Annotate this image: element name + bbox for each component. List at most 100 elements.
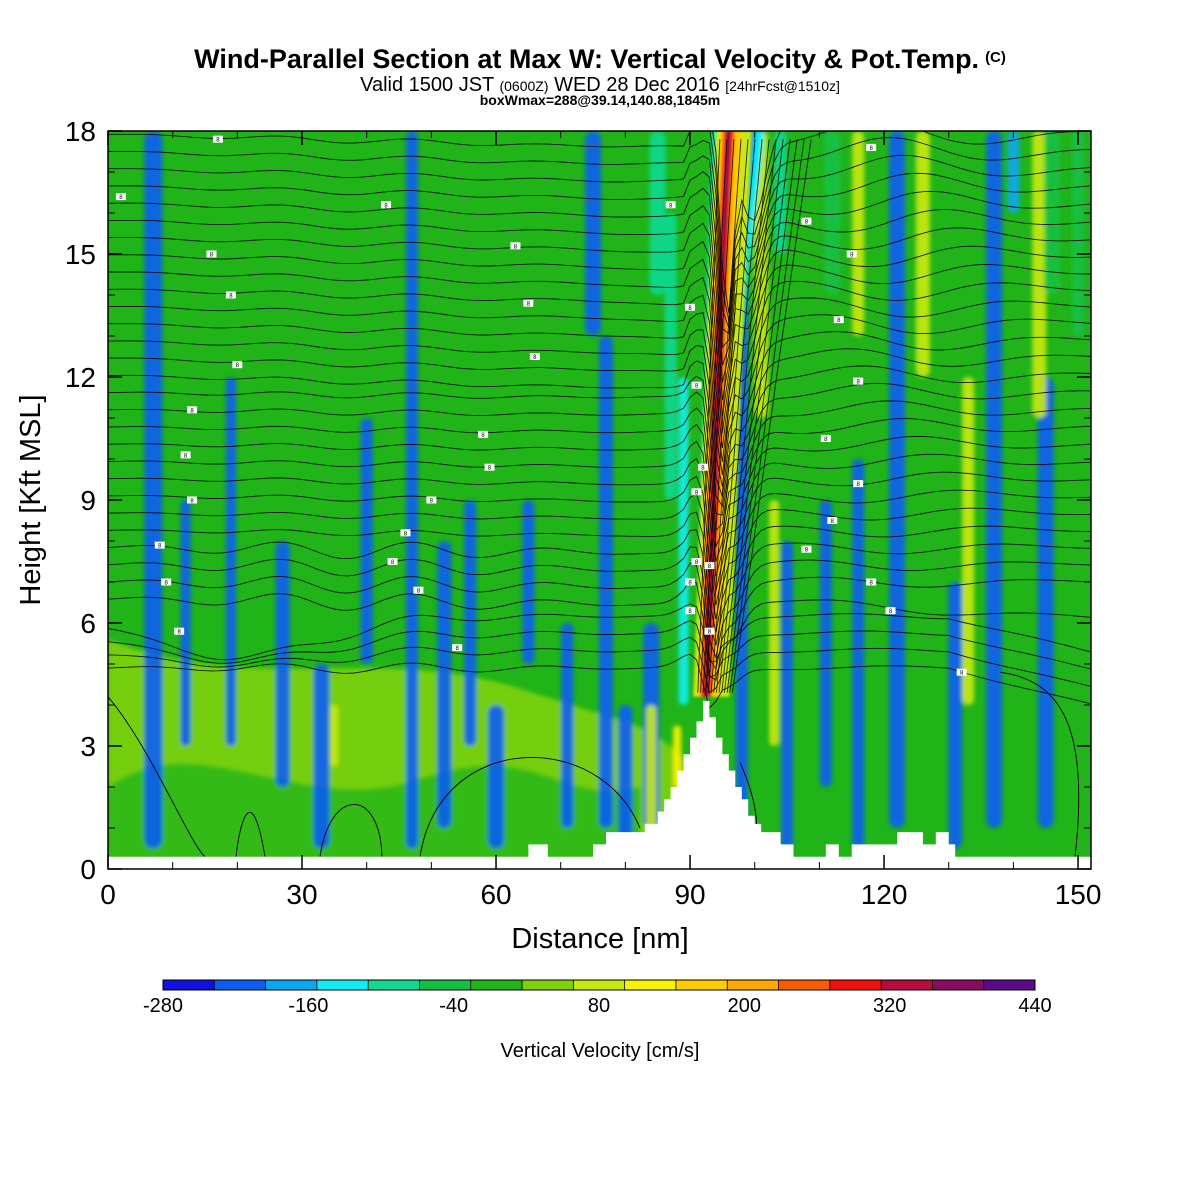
isentrope (108, 493, 1091, 620)
forecast-info: [24hrFcst@1510z] (725, 78, 840, 94)
steep-isentrope (731, 139, 812, 693)
field-streak (405, 131, 418, 849)
contour-label-box (866, 578, 877, 586)
contour-label: 8 (514, 244, 518, 250)
contour-label: 8 (708, 564, 712, 570)
steep-isentrope (713, 139, 763, 693)
contour-label: 8 (391, 560, 395, 566)
y-tick-label: 0 (80, 854, 96, 885)
contour-label-box (801, 217, 812, 225)
contour-label-box (704, 562, 715, 570)
isentrope (108, 294, 1091, 463)
colorbar-swatch (163, 980, 215, 990)
y-tick-label: 3 (80, 731, 96, 762)
contour-label: 8 (701, 466, 705, 472)
field-streak (664, 213, 677, 500)
isentrope (108, 154, 1091, 335)
steep-isentrope (702, 139, 735, 693)
contour-label: 8 (688, 581, 692, 587)
colorbar-frame (162, 979, 1036, 991)
field-streak (948, 582, 963, 849)
contour-label-box (885, 607, 896, 615)
contour-label: 8 (850, 253, 854, 259)
colorbar-swatch (881, 980, 933, 990)
colorbar-swatch (419, 980, 472, 990)
field-streak (598, 336, 613, 828)
valid-utc: (0600Z) (499, 78, 549, 94)
y-tick-label: 15 (65, 239, 96, 270)
isentrope (108, 440, 1091, 577)
isentrope (108, 360, 1091, 508)
contour-label: 8 (831, 519, 835, 525)
axes: 0 30 60 90 120 150 0 3 6 9 12 15 18 (65, 116, 1102, 910)
field-streak (824, 131, 841, 295)
y-tick-label: 18 (65, 116, 96, 147)
field-streak (618, 705, 633, 849)
contour-label-box (212, 135, 223, 143)
contour-label: 8 (430, 499, 434, 505)
surface-isentrope (999, 671, 1080, 857)
contour-label: 8 (837, 318, 841, 324)
colorbar-swatch (778, 980, 831, 990)
contour-label-box (691, 381, 702, 389)
contour-label-box (697, 463, 708, 471)
colorbar-swatch (983, 980, 1036, 990)
isentrope (108, 620, 1091, 679)
field-streak (1032, 131, 1047, 418)
contour-label-box (956, 668, 967, 676)
isentrope (108, 475, 1091, 606)
colorbar-swatch (265, 980, 318, 990)
x-axis-label: Distance [nm] (511, 923, 688, 955)
colorbar-swatch (316, 980, 369, 990)
isentrope (108, 329, 1091, 487)
steep-isentrope (710, 139, 756, 693)
contour-label-box (206, 250, 217, 258)
contour-label-box (853, 377, 864, 385)
contour-label: 8 (229, 294, 233, 300)
velocity-field (108, 131, 1091, 869)
contour-label-box (180, 451, 191, 459)
field-streak (1044, 131, 1061, 295)
contour-label-box (685, 607, 696, 615)
isentrope (108, 511, 1091, 633)
contour-labels: 8 8 8 8 8 8 8 8 8 8 8 8 8 8 8 8 8 8 8 8 8 8 8 8 8 8 8 8 8 8 8 8 8 8 8 8 8 8 8 8… (115, 135, 967, 677)
y-tick-label: 9 (80, 485, 96, 516)
contour-label: 8 (158, 544, 162, 550)
isentrope (108, 578, 1091, 682)
field-streak (330, 705, 339, 767)
contour-label-box (478, 430, 489, 438)
contour-label-box (510, 242, 521, 250)
contour-label-box (413, 586, 424, 594)
contour-label-box (685, 578, 696, 586)
isentrope (108, 458, 1091, 592)
contour-label: 8 (456, 646, 460, 652)
surface-isentrope (419, 757, 641, 857)
contour-label-box (161, 578, 172, 586)
contour-label: 8 (889, 609, 893, 615)
contour-label-box (174, 627, 185, 635)
contour-label-box (704, 627, 715, 635)
isentrope (108, 603, 1091, 662)
isentrope (108, 653, 1091, 709)
x-tick-label: 90 (674, 879, 705, 910)
y-tick-label: 6 (80, 608, 96, 639)
contour-label: 8 (824, 437, 828, 443)
field-streak (313, 664, 330, 849)
steep-isentrope (705, 139, 742, 693)
colorbar-swatch (829, 980, 882, 990)
field-streak (437, 541, 452, 828)
chart-title: Wind-Parallel Section at Max W: Vertical… (0, 44, 1200, 75)
contour-label-box (685, 303, 696, 311)
contour-label-box (691, 558, 702, 565)
steep-isentrope (708, 139, 749, 693)
valid-prefix: Valid 1500 JST (360, 74, 494, 96)
contour-label-box (866, 143, 877, 151)
isentrope (108, 222, 1091, 401)
low-level-band-2 (108, 763, 640, 869)
colorbar: -280 -160 -40 80 200 320 440 (143, 979, 1052, 1017)
x-tick-label: 150 (1055, 879, 1102, 910)
contour-label-box (452, 644, 463, 652)
steep-isentrope (723, 139, 791, 693)
contour-label: 8 (417, 589, 421, 595)
